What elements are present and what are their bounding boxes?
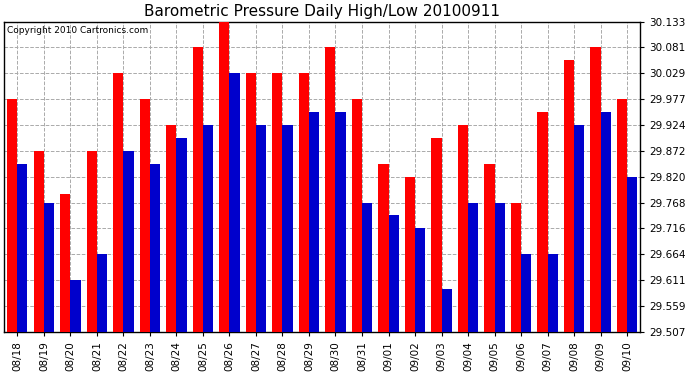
Bar: [273, 73, 282, 332]
Bar: [203, 125, 213, 332]
Bar: [177, 138, 186, 332]
Bar: [219, 22, 230, 332]
Bar: [352, 99, 362, 332]
Bar: [17, 164, 28, 332]
Bar: [326, 48, 335, 332]
Text: Copyright 2010 Cartronics.com: Copyright 2010 Cartronics.com: [8, 26, 148, 35]
Bar: [282, 125, 293, 332]
Bar: [468, 202, 478, 332]
Bar: [8, 99, 17, 332]
Bar: [600, 112, 611, 332]
Bar: [44, 202, 54, 332]
Bar: [495, 202, 504, 332]
Bar: [574, 125, 584, 332]
Bar: [140, 99, 150, 332]
Bar: [246, 73, 256, 332]
Bar: [378, 164, 388, 332]
Bar: [591, 48, 600, 332]
Bar: [521, 254, 531, 332]
Bar: [70, 280, 81, 332]
Bar: [150, 164, 160, 332]
Bar: [511, 202, 521, 332]
Bar: [388, 216, 399, 332]
Bar: [405, 177, 415, 332]
Bar: [60, 194, 70, 332]
Bar: [548, 254, 558, 332]
Bar: [87, 151, 97, 332]
Bar: [415, 228, 425, 332]
Bar: [230, 73, 239, 332]
Bar: [124, 151, 133, 332]
Bar: [335, 112, 346, 332]
Bar: [299, 73, 309, 332]
Bar: [564, 60, 574, 332]
Bar: [442, 289, 451, 332]
Bar: [431, 138, 442, 332]
Bar: [538, 112, 548, 332]
Bar: [113, 73, 124, 332]
Bar: [617, 99, 627, 332]
Bar: [309, 112, 319, 332]
Bar: [627, 177, 637, 332]
Bar: [34, 151, 44, 332]
Bar: [362, 202, 372, 332]
Title: Barometric Pressure Daily High/Low 20100911: Barometric Pressure Daily High/Low 20100…: [144, 4, 500, 19]
Bar: [166, 125, 177, 332]
Bar: [458, 125, 468, 332]
Bar: [484, 164, 495, 332]
Bar: [193, 48, 203, 332]
Bar: [97, 254, 107, 332]
Bar: [256, 125, 266, 332]
